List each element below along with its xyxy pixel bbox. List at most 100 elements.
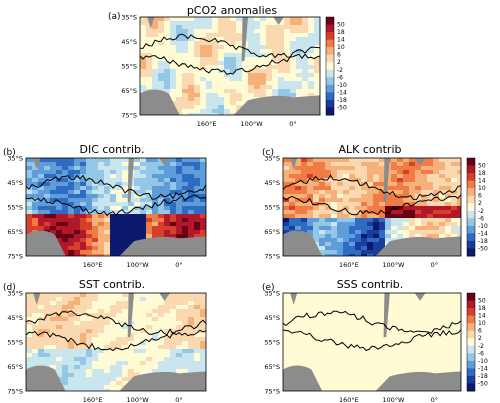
colorbar-segment	[467, 345, 475, 354]
colorbar-segment	[326, 99, 334, 108]
lat-tick-label: 55°S	[264, 204, 280, 212]
colorbar-segment	[326, 77, 334, 86]
map-frame	[25, 157, 207, 257]
panel-label: (a)	[108, 12, 121, 22]
colorbar-tick-label: 6	[337, 52, 341, 59]
lon-tick-label: 100°W	[127, 396, 150, 403]
colorbar-tick-label: 50	[478, 298, 486, 305]
lon-tick-label: 0°	[175, 261, 182, 269]
lat-tick-label: 75°S	[7, 253, 23, 261]
colorbar-segment	[467, 338, 475, 347]
lat-tick-label: 45°S	[121, 38, 137, 46]
lon-tick-label: 160°E	[197, 120, 217, 128]
lon-tick-label: 160°E	[339, 396, 359, 403]
lat-tick-label: 55°S	[7, 204, 23, 212]
panel-label: (d)	[3, 283, 16, 293]
colorbar-segment	[467, 323, 475, 332]
land-mass	[290, 293, 298, 305]
lon-tick-label: 160°E	[83, 261, 103, 269]
colorbar-segment	[467, 308, 475, 317]
land-mass	[119, 371, 206, 391]
land-mass	[119, 236, 206, 256]
land-mass	[383, 158, 390, 203]
colorbar-tick-label: 10	[337, 44, 345, 51]
lat-tick-label: 55°S	[7, 339, 23, 347]
lat-tick-label: 35°S	[7, 155, 23, 163]
front-line	[283, 194, 461, 216]
lat-tick-label: 75°S	[121, 112, 137, 120]
panel-title: pCO2 anomalies	[187, 4, 278, 17]
land-mass	[159, 158, 170, 166]
lon-tick-label: 0°	[289, 120, 296, 128]
land-mass	[283, 230, 323, 256]
lat-tick-label: 45°S	[7, 179, 23, 187]
colorbar-segment	[467, 293, 475, 302]
colorbar-tick-label: -18	[337, 97, 347, 104]
land-mass	[414, 293, 426, 301]
land-mass	[273, 17, 284, 25]
colorbar-segment	[467, 158, 475, 167]
colorbar-tick-label: -18	[478, 238, 488, 245]
colorbar-tick-label: -18	[478, 373, 488, 380]
colorbar-tick-label: -10	[478, 223, 488, 230]
colorbar-tick-label: -2	[478, 208, 484, 215]
panel-d: SST contrib. (d)35°S 45°S 55°S 65°S 75°S 160°E…	[3, 278, 207, 403]
colorbar-tick-label: 6	[478, 193, 482, 200]
land-mass	[26, 230, 66, 256]
colorbar-segment	[467, 248, 475, 257]
lat-tick-label: 35°S	[7, 290, 23, 298]
colorbar-segment	[326, 54, 334, 63]
lon-tick-label: 100°W	[127, 261, 150, 269]
colorbar-segment	[467, 368, 475, 377]
lon-tick-label: 160°E	[83, 396, 103, 403]
colorbar-segment	[326, 47, 334, 56]
lat-tick-label: 65°S	[264, 228, 280, 236]
land-mass	[33, 158, 41, 170]
colorbar-tick-label: 50	[478, 163, 486, 170]
lat-tick-label: 65°S	[7, 363, 23, 371]
map-frame	[282, 292, 462, 392]
land-mass	[414, 158, 426, 166]
lat-tick-label: 35°S	[264, 290, 280, 298]
panel-b: DIC contrib. (b)35°S 45°S 55°S 65°S 75°S 160°E…	[3, 143, 207, 269]
colorbar-tick-label: 2	[337, 59, 341, 66]
front-line	[26, 174, 206, 200]
colorbar-segment	[326, 92, 334, 101]
colorbar-segment	[467, 315, 475, 324]
colorbar-tick-label: 14	[478, 313, 486, 320]
lon-tick-label: 100°W	[241, 120, 264, 128]
colorbar-tick-label: 6	[478, 328, 482, 335]
colorbar-segment	[326, 17, 334, 26]
colorbar-tick-label: -2	[478, 343, 484, 350]
colorbar-tick-label: -6	[478, 350, 484, 357]
land-mass	[375, 236, 461, 256]
colorbar-segment	[467, 180, 475, 189]
land-mass	[140, 89, 180, 115]
colorbar-tick-label: 10	[478, 320, 486, 327]
lat-tick-label: 75°S	[264, 388, 280, 396]
colorbar-segment	[467, 240, 475, 249]
colorbar-segment	[326, 84, 334, 93]
map-frame	[25, 292, 207, 392]
colorbar-segment	[467, 188, 475, 197]
colorbar-tick-label: -50	[478, 380, 488, 387]
colorbar-tick-label: 50	[337, 22, 345, 29]
panel-label: (c)	[262, 148, 274, 158]
colorbar-segment	[326, 69, 334, 78]
colorbar-segment	[467, 300, 475, 309]
land-mass	[127, 158, 134, 203]
lat-tick-label: 55°S	[121, 63, 137, 71]
colorbar-tick-label: -50	[337, 104, 347, 111]
panel-a: pCO2 anomalies (a) 35°S 45°S 55°S 65°S 75°S 160…	[108, 4, 347, 128]
panel-label: (e)	[262, 283, 275, 293]
panel-title: ALK contrib	[339, 143, 402, 156]
colorbar-tick-label: -6	[478, 215, 484, 222]
lat-tick-label: 45°S	[264, 179, 280, 187]
panel-title: SSS contrib.	[337, 278, 404, 291]
lat-tick-label: 65°S	[264, 363, 280, 371]
map-frame	[282, 157, 462, 257]
